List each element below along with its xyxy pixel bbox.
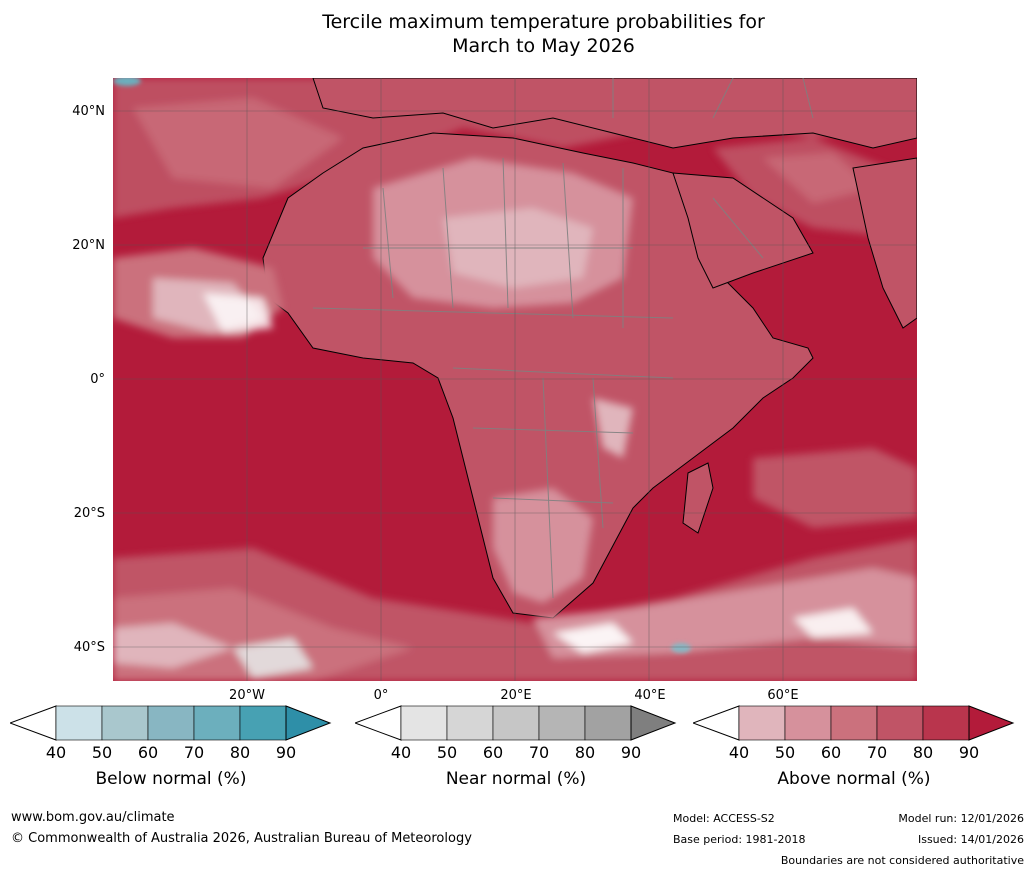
tick-90: 90: [958, 743, 980, 762]
tick-70: 70: [866, 743, 888, 762]
graticule: [113, 78, 917, 681]
below-normal-patch: [113, 78, 691, 653]
shading-southern-ocean: [113, 538, 917, 681]
tick-70: 70: [528, 743, 550, 762]
colorbar-caption: Above normal (%): [777, 769, 931, 789]
lat-label-20n: 20°N: [72, 238, 105, 253]
colorbar-caption: Below normal (%): [95, 769, 247, 789]
tick-50: 50: [436, 743, 458, 762]
madagascar: [682, 462, 714, 534]
lon-label-40e: 40°E: [634, 688, 666, 703]
copyright-text: © Commonwealth of Australia 2026, Austra…: [11, 831, 472, 846]
disclaimer-text: Boundaries are not considered authoritat…: [780, 854, 1024, 867]
colorbar-below-normal: 40 50 60 70 80 90 Below normal (%): [8, 705, 332, 789]
model-text: Model: ACCESS-S2: [673, 812, 775, 825]
title-line-1: Tercile maximum temperature probabilitie…: [322, 11, 765, 33]
northern-land: [312, 78, 917, 149]
lon-label-20w: 20°W: [229, 688, 265, 703]
tick-80: 80: [912, 743, 934, 762]
base-period-text: Base period: 1981-2018: [673, 833, 806, 846]
shading-west-africa-ocean: [113, 248, 283, 338]
tick-50: 50: [774, 743, 796, 762]
lon-label-60e: 60°E: [767, 688, 799, 703]
colorbar-caption: Near normal (%): [445, 769, 587, 789]
india: [852, 157, 917, 329]
shading-indian-ocean: [753, 448, 917, 528]
tick-70: 70: [183, 743, 205, 762]
tick-90: 90: [620, 743, 642, 762]
tick-40: 40: [728, 743, 750, 762]
lat-label-40s: 40°S: [73, 640, 105, 655]
shading-southern-africa: [493, 398, 633, 603]
colorbar-below-graphic: [8, 705, 332, 741]
colorbar-above-normal: 40 50 60 70 80 90 Above normal (%): [691, 705, 1015, 789]
tick-60: 60: [137, 743, 159, 762]
lat-label-40n: 40°N: [72, 104, 105, 119]
lat-label-20s: 20°S: [73, 506, 105, 521]
tick-60: 60: [482, 743, 504, 762]
tick-50: 50: [91, 743, 113, 762]
issued-text: Issued: 14/01/2026: [917, 833, 1024, 846]
lon-label-0: 0°: [373, 688, 389, 703]
map-canvas: [113, 78, 917, 681]
tick-40: 40: [390, 743, 412, 762]
tick-40: 40: [45, 743, 67, 762]
colorbar-near-graphic: [353, 705, 677, 741]
tick-80: 80: [229, 743, 251, 762]
arabian-peninsula: [672, 172, 814, 289]
tick-80: 80: [574, 743, 596, 762]
probability-map: [113, 78, 917, 681]
tick-90: 90: [275, 743, 297, 762]
chart-title: Tercile maximum temperature probabilitie…: [0, 10, 1035, 58]
lat-label-0: 0°: [90, 372, 105, 387]
lon-label-20e: 20°E: [500, 688, 532, 703]
tick-60: 60: [820, 743, 842, 762]
website-link[interactable]: www.bom.gov.au/climate: [11, 810, 175, 825]
title-line-2: March to May 2026: [452, 35, 635, 57]
country-borders: [312, 78, 814, 599]
colorbar-near-normal: 40 50 60 70 80 90 Near normal (%): [353, 705, 677, 789]
colorbar-above-graphic: [691, 705, 1015, 741]
model-run-text: Model run: 12/01/2026: [898, 812, 1024, 825]
